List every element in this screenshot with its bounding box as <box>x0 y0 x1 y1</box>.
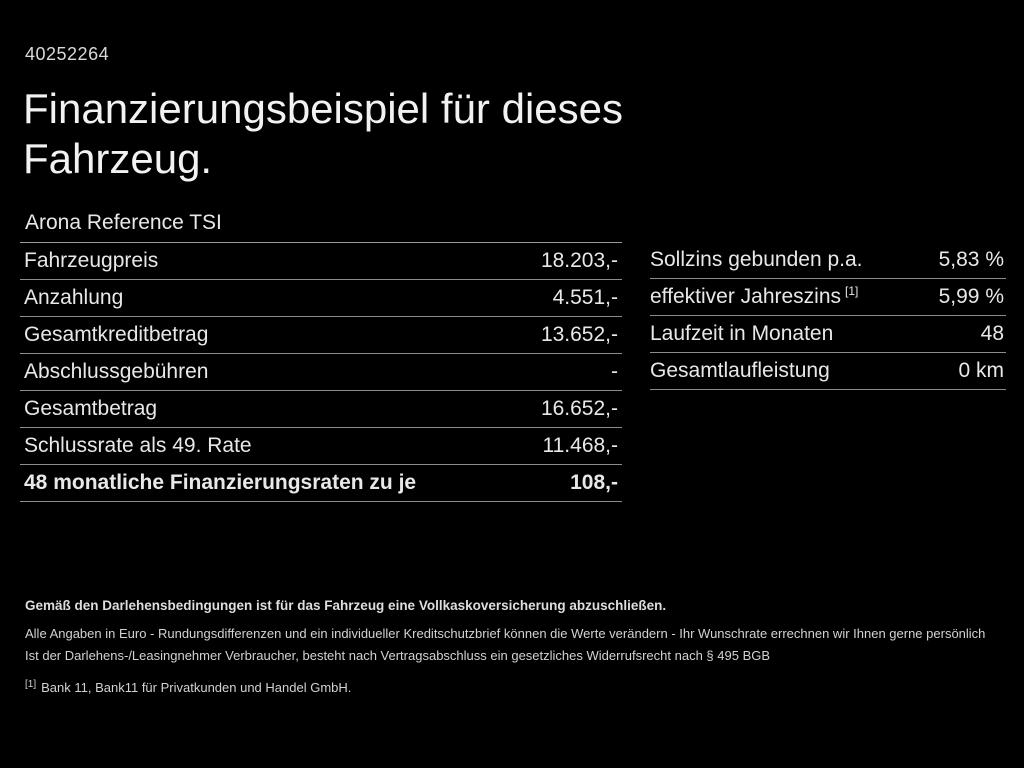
table-row: effektiver Jahreszins [1] 5,99 % <box>650 279 1006 316</box>
row-label: Sollzins gebunden p.a. <box>650 248 863 271</box>
insurance-note: Gemäß den Darlehensbedingungen ist für d… <box>25 598 667 613</box>
row-label-text: effektiver Jahreszins <box>650 285 842 308</box>
row-label: Schlussrate als 49. Rate <box>24 434 252 457</box>
footnote-reference: [1] <box>845 284 859 298</box>
disclaimer-line-2: Ist der Darlehens-/Leasingnehmer Verbrau… <box>25 648 771 663</box>
row-value: 18.203,- <box>540 249 618 272</box>
row-label: Laufzeit in Monaten <box>650 322 834 345</box>
footnote-marker: [1] <box>25 678 37 690</box>
row-label: Gesamtlaufleistung <box>650 359 830 382</box>
row-value: 5,99 % <box>938 285 1004 308</box>
table-row: Gesamtbetrag 16.652,- <box>20 391 622 428</box>
table-row: Laufzeit in Monaten 48 <box>650 316 1006 353</box>
vehicle-model: Arona Reference TSI <box>25 211 222 234</box>
row-value: - <box>611 360 618 383</box>
disclaimer-line-1: Alle Angaben in Euro - Rundungsdifferenz… <box>25 626 986 641</box>
table-row: Schlussrate als 49. Rate 11.468,- <box>20 428 622 465</box>
row-label: Anzahlung <box>24 286 124 309</box>
table-row: Fahrzeugpreis 18.203,- <box>20 243 622 280</box>
table-row: Gesamtkreditbetrag 13.652,- <box>20 317 622 354</box>
row-value: 13.652,- <box>540 323 618 346</box>
footnote-bank: [1] Bank 11, Bank11 für Privatkunden und … <box>25 678 1000 695</box>
row-label: Gesamtbetrag <box>24 397 158 420</box>
table-row: Gesamtlaufleistung 0 km <box>650 353 1006 390</box>
page-title: Finanzierungsbeispiel für dieses Fahrzeu… <box>23 85 623 183</box>
row-value: 48 <box>980 322 1004 345</box>
row-value: 16.652,- <box>540 397 618 420</box>
row-label: Gesamtkreditbetrag <box>24 323 209 346</box>
row-label: Fahrzeugpreis <box>24 249 159 272</box>
legal-footer: Gemäß den Darlehensbedingungen ist für d… <box>25 598 1000 695</box>
row-value: 108,- <box>570 471 618 494</box>
row-label: effektiver Jahreszins [1] <box>650 285 858 309</box>
offer-id: 40252264 <box>25 44 110 64</box>
conditions-table: Sollzins gebunden p.a. 5,83 % effektiver… <box>650 242 1006 390</box>
row-label: 48 monatliche Finanzierungsraten zu je <box>24 471 417 494</box>
row-value: 11.468,- <box>542 434 619 457</box>
row-label: Abschlussgebühren <box>24 360 209 383</box>
row-value: 5,83 % <box>938 248 1004 271</box>
table-row: Anzahlung 4.551,- <box>20 280 622 317</box>
table-row-monthly-rate: 48 monatliche Finanzierungsraten zu je 1… <box>20 465 622 502</box>
finance-table: Fahrzeugpreis 18.203,- Anzahlung 4.551,-… <box>20 242 622 502</box>
row-value: 0 km <box>958 359 1004 382</box>
table-row: Abschlussgebühren - <box>20 354 622 391</box>
table-row: Sollzins gebunden p.a. 5,83 % <box>650 242 1006 279</box>
footnote-text: Bank 11, Bank11 für Privatkunden und Han… <box>41 680 352 695</box>
row-value: 4.551,- <box>552 286 618 309</box>
